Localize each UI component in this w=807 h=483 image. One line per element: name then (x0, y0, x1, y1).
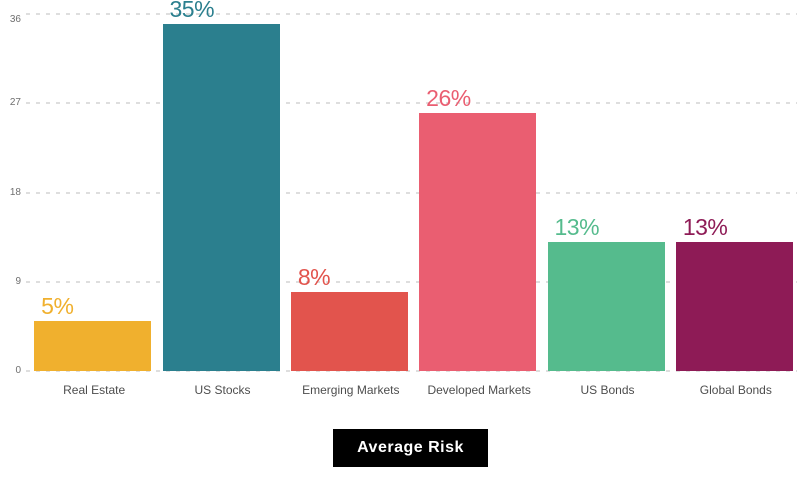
chart-title-banner: Average Risk (333, 429, 488, 467)
bar-value-label-emerging-markets: 8% (297, 263, 331, 290)
gridline-y-18 (26, 191, 797, 194)
category-label-real-estate: Real Estate (63, 383, 126, 397)
bar-value-label-global-bonds: 13% (682, 214, 728, 241)
bar-emerging-markets (290, 291, 408, 371)
ytick-label-9: 9 (15, 275, 21, 287)
bar-global-bonds (675, 242, 793, 371)
category-label-us-stocks: US Stocks (194, 383, 251, 397)
gridline-y-0 (26, 370, 797, 372)
ytick-label-27: 27 (9, 97, 21, 109)
bar-value-label-real-estate: 5% (41, 293, 74, 320)
bar-value-label-us-bonds: 13% (554, 214, 600, 241)
category-label-us-bonds: US Bonds (580, 383, 635, 397)
ytick-label-36: 36 (9, 14, 21, 25)
ytick-label-18: 18 (9, 186, 21, 198)
bar-us-stocks (162, 23, 280, 371)
gridline-y-36 (26, 13, 797, 15)
bar-developed-markets (419, 113, 537, 371)
bar-value-label-us-stocks: 35% (169, 0, 215, 22)
gridline-y-27 (26, 102, 797, 105)
gridline-y-9 (26, 280, 797, 283)
category-label-developed-markets: Developed Markets (427, 383, 531, 397)
category-label-global-bonds: Global Bonds (699, 383, 772, 397)
category-label-emerging-markets: Emerging Markets (302, 383, 400, 397)
ytick-label-0: 0 (15, 365, 21, 376)
bar-value-label-developed-markets: 26% (426, 85, 471, 112)
bar-real-estate (34, 321, 152, 371)
bar-us-bonds (547, 242, 665, 371)
